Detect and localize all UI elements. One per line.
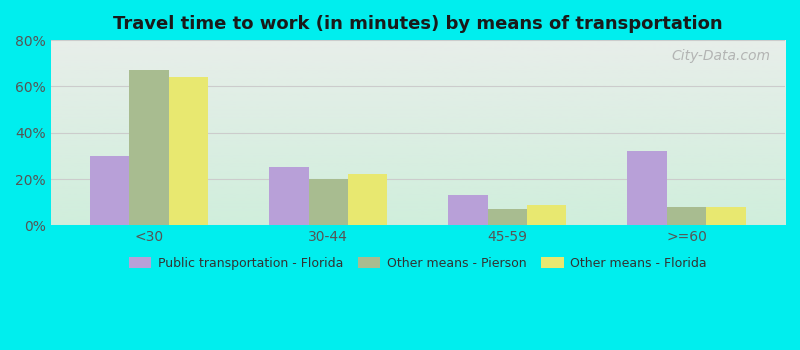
Bar <box>448 195 488 225</box>
Text: City-Data.com: City-Data.com <box>671 49 770 63</box>
Bar <box>309 179 348 225</box>
Bar <box>169 77 208 225</box>
Bar <box>666 207 706 225</box>
Bar <box>527 204 566 225</box>
Legend: Public transportation - Florida, Other means - Pierson, Other means - Florida: Public transportation - Florida, Other m… <box>124 252 712 275</box>
Bar <box>348 174 387 225</box>
Title: Travel time to work (in minutes) by means of transportation: Travel time to work (in minutes) by mean… <box>113 15 722 33</box>
Bar <box>627 151 666 225</box>
Bar <box>488 209 527 225</box>
Bar <box>269 168 309 225</box>
Bar <box>90 156 130 225</box>
Bar <box>706 207 746 225</box>
Bar <box>130 70 169 225</box>
